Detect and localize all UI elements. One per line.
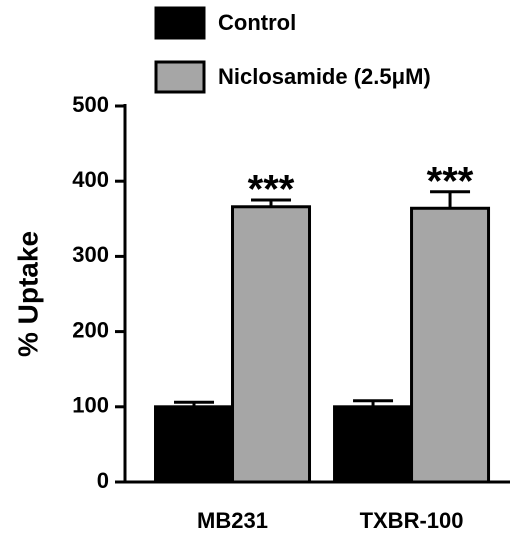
y-tick-label: 300 <box>72 242 109 267</box>
bar <box>410 206 491 484</box>
y-tick-label: 0 <box>97 468 109 493</box>
bar <box>333 405 414 484</box>
legend-swatch <box>154 60 206 94</box>
y-tick-label: 100 <box>72 393 109 418</box>
x-tick-label: MB231 <box>197 508 268 533</box>
y-tick-label: 200 <box>72 317 109 342</box>
y-tick-label: 500 <box>72 92 109 117</box>
legend-label: Niclosamide (2.5μM) <box>218 64 431 89</box>
bar <box>154 405 235 484</box>
y-tick-label: 400 <box>72 167 109 192</box>
legend-swatch <box>154 6 206 40</box>
bar <box>231 205 312 484</box>
significance-label: *** <box>427 159 474 203</box>
significance-label: *** <box>248 168 295 212</box>
y-axis-label: % Uptake <box>12 231 43 357</box>
x-tick-label: TXBR-100 <box>360 508 464 533</box>
legend-label: Control <box>218 10 296 35</box>
